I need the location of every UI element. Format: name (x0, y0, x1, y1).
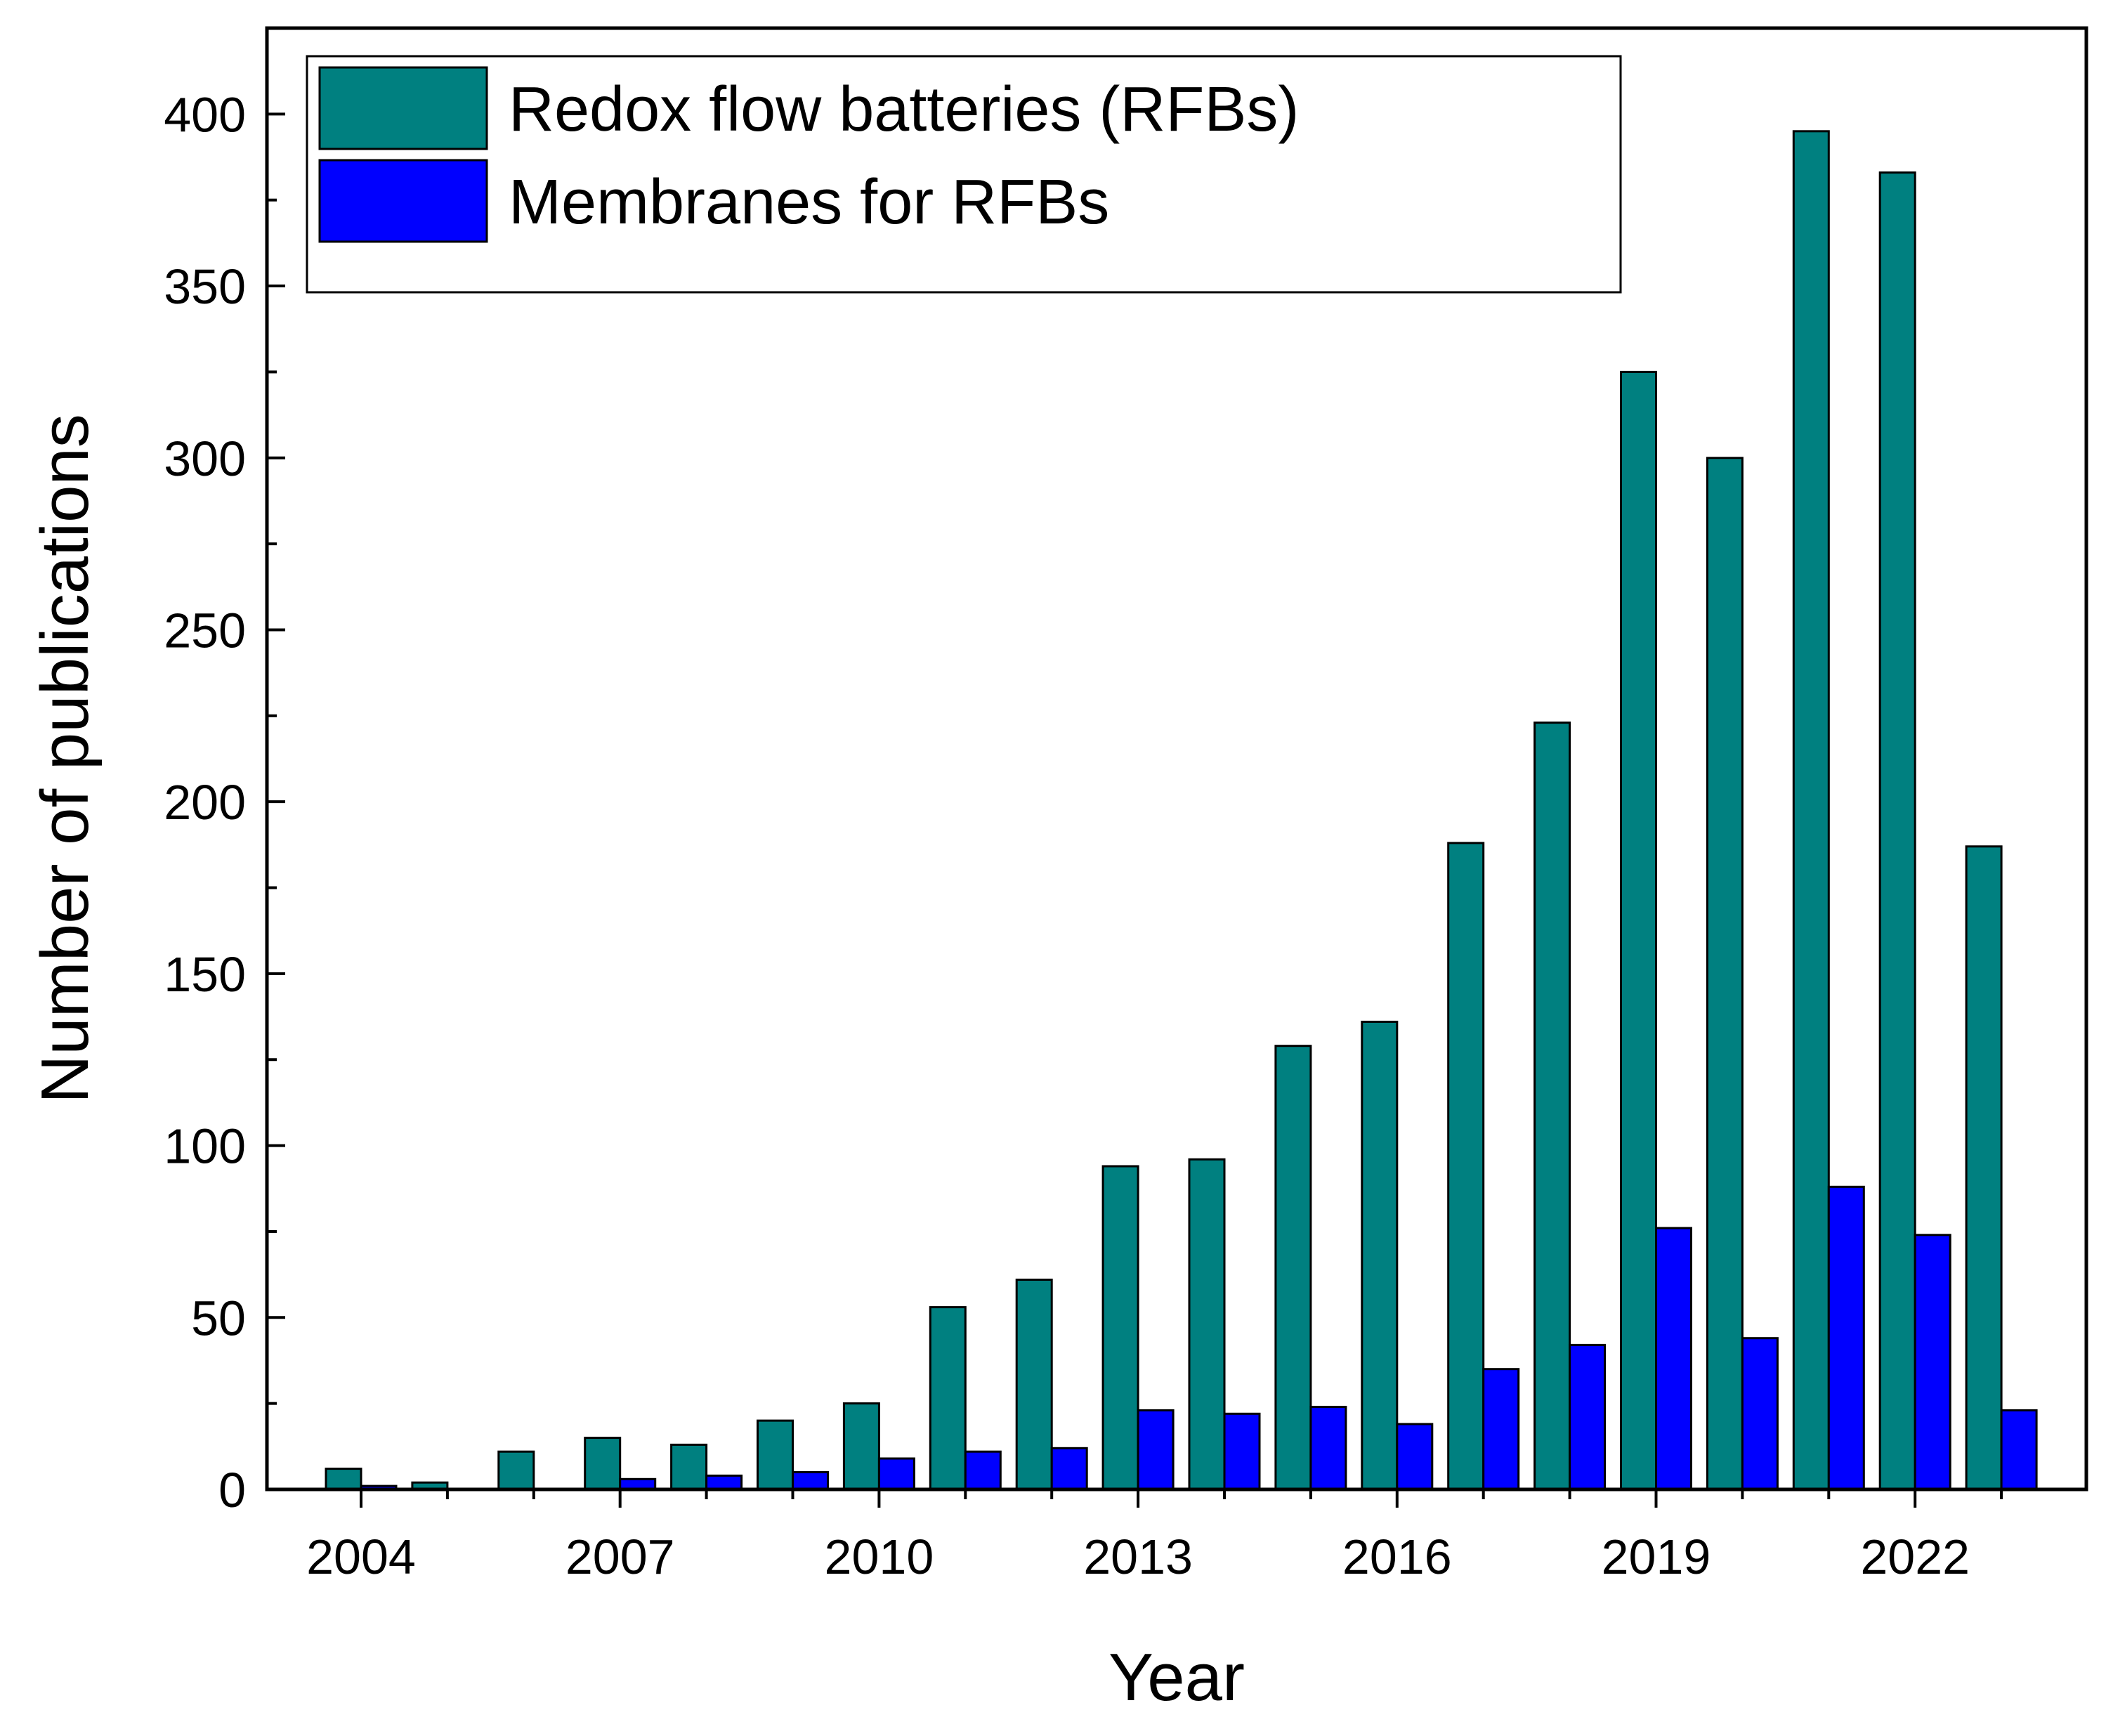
bar-series2-2020 (1741, 1337, 1779, 1491)
y-tick-label-0: 0 (218, 1463, 246, 1518)
plot-frame (265, 26, 2088, 1492)
bar-series1-2018 (1533, 722, 1571, 1491)
bar-series2-2018 (1569, 1343, 1607, 1491)
bar-series1-2021 (1792, 130, 1830, 1491)
bar-series2-2014 (1223, 1412, 1261, 1491)
bar-series1-2008 (670, 1443, 708, 1491)
bar-series2-2015 (1309, 1406, 1347, 1491)
bar-series1-2011 (929, 1306, 967, 1491)
y-tick-label-100: 100 (164, 1119, 246, 1174)
bar-series1-2013 (1101, 1165, 1139, 1491)
y-tick-label-400: 400 (164, 87, 246, 142)
bar-series2-2008 (705, 1474, 743, 1491)
bar-series1-2023 (1965, 845, 2003, 1491)
bar-series2-2012 (1050, 1447, 1088, 1491)
legend-label-series1: Redox flow batteries (RFBs) (509, 74, 1299, 145)
y-axis-title: Number of publications (27, 414, 103, 1104)
bar-series1-2017 (1447, 842, 1485, 1491)
bar-series2-2022 (1914, 1234, 1951, 1491)
bar-series2-2023 (2000, 1409, 2038, 1491)
bar-series1-2010 (842, 1402, 880, 1491)
x-tick-label-2013: 2013 (1083, 1529, 1193, 1584)
bar-series1-2009 (757, 1419, 794, 1491)
bar-series2-2016 (1396, 1423, 1434, 1491)
bar-series2-2013 (1137, 1409, 1175, 1491)
x-tick-label-2019: 2019 (1602, 1529, 1711, 1584)
legend: Redox flow batteries (RFBs) Membranes for… (306, 55, 1622, 294)
x-tick-label-2022: 2022 (1860, 1529, 1970, 1584)
y-tick-label-200: 200 (164, 775, 246, 830)
x-tick-label-2010: 2010 (825, 1529, 934, 1584)
bar-series1-2012 (1015, 1279, 1053, 1491)
bar-series2-2021 (1827, 1185, 1865, 1491)
bar-series1-2016 (1361, 1020, 1399, 1491)
y-tick-label-150: 150 (164, 947, 246, 1002)
ticks-layer: 0 50 100 150 200 250 300 350 400 2004 2007 2010 2013… (164, 87, 2003, 1584)
bars-layer (325, 130, 2038, 1491)
bar-series1-2006 (497, 1450, 535, 1491)
bar-series2-2019 (1655, 1227, 1692, 1491)
legend-swatch-series2 (318, 159, 488, 243)
y-tick-label-250: 250 (164, 603, 246, 658)
bar-series1-2022 (1878, 171, 1916, 1491)
bar-series2-2010 (877, 1457, 915, 1491)
bar-series2-2009 (792, 1471, 829, 1491)
legend-swatch-series1 (318, 66, 488, 150)
y-tick-label-350: 350 (164, 259, 246, 314)
bar-series2-2017 (1482, 1368, 1520, 1491)
bar-series1-2015 (1274, 1045, 1312, 1491)
x-tick-label-2007: 2007 (565, 1529, 675, 1584)
x-tick-label-2016: 2016 (1342, 1529, 1452, 1584)
bar-series2-2011 (964, 1450, 1002, 1491)
y-tick-label-50: 50 (191, 1291, 246, 1345)
x-tick-label-2004: 2004 (306, 1529, 416, 1584)
y-tick-label-300: 300 (164, 431, 246, 486)
bar-series1-2004 (325, 1468, 362, 1491)
legend-label-series2: Membranes for RFBs (509, 167, 1109, 237)
x-axis-title: Year (1108, 1640, 1245, 1715)
legend-box (306, 55, 1622, 294)
bar-series1-2007 (584, 1437, 622, 1491)
bar-series1-2020 (1706, 457, 1744, 1491)
bar-series1-2019 (1620, 370, 1657, 1491)
bar-series1-2014 (1188, 1158, 1226, 1491)
